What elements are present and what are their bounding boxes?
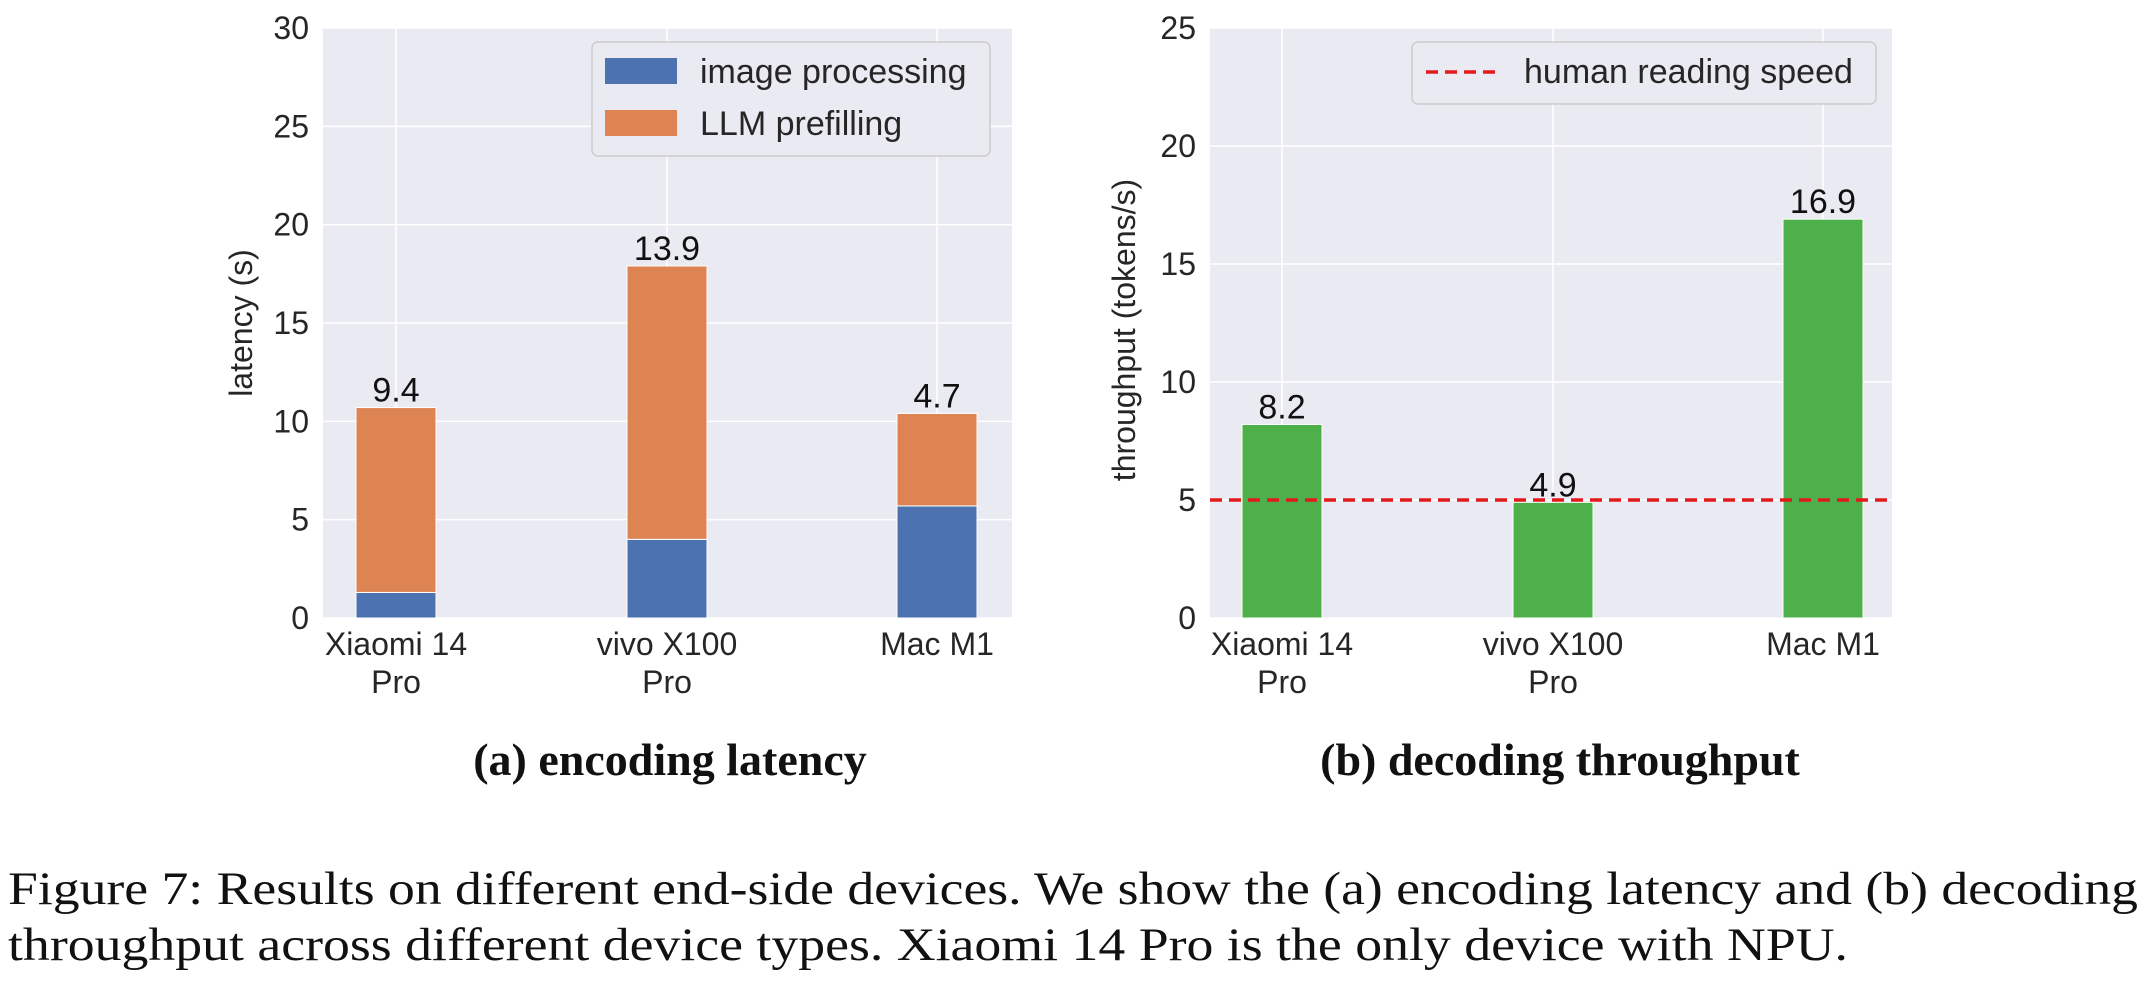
data-label: 13.9 (634, 230, 700, 268)
legend: human reading speed (1411, 41, 1877, 105)
data-label: 4.9 (1529, 466, 1576, 504)
bar-image-processing (896, 505, 978, 619)
bar-throughput (1782, 218, 1864, 619)
y-tick-label: 15 (1160, 246, 1196, 282)
y-axis-label: throughput (tokens/s) (1106, 179, 1142, 481)
y-tick-label: 0 (291, 600, 309, 636)
data-label: 4.7 (913, 377, 960, 415)
subtitle-decoding-throughput: (b) decoding throughput (1320, 734, 1800, 785)
x-tick-label: Xiaomi 14 Pro (1211, 626, 1353, 700)
figure-caption-line-1: Figure 7: Results on different end-side … (8, 863, 2138, 915)
y-tick-label: 15 (273, 305, 309, 341)
legend-box (591, 41, 991, 157)
x-tick-label: Mac M1 (1766, 626, 1880, 662)
legend-swatch (605, 58, 677, 84)
x-tick-label: Mac M1 (880, 626, 994, 662)
y-tick-label: 10 (1160, 364, 1196, 400)
legend: image processing LLM prefilling (591, 41, 991, 157)
x-tick-label: Xiaomi 14 Pro (325, 626, 467, 700)
encoding-latency-chart: 0 5 10 15 20 25 30 latency (s) Xiaomi 14 Pro vivo … (223, 10, 1012, 700)
data-label: 8.2 (1258, 388, 1305, 426)
legend-label: image processing (700, 53, 966, 91)
legend-box (1411, 41, 1877, 105)
legend-label: human reading speed (1524, 53, 1853, 91)
subtitle-encoding-latency: (a) encoding latency (473, 734, 867, 785)
bar-llm-prefilling (896, 412, 978, 507)
legend-swatch (605, 110, 677, 136)
decoding-throughput-chart: 0 5 10 15 20 25 throughput (tokens/s) Xiaomi 14… (1106, 10, 1892, 700)
figure-caption-line-2: throughput across different device types… (8, 919, 1848, 971)
bar-llm-prefilling (626, 265, 708, 540)
bar-llm-prefilling (355, 407, 437, 593)
y-tick-label: 20 (273, 207, 309, 243)
y-tick-label: 5 (1178, 482, 1196, 518)
y-tick-label: 5 (291, 502, 309, 538)
y-tick-label: 25 (273, 108, 309, 144)
bar-image-processing (626, 538, 708, 619)
y-tick-label: 20 (1160, 128, 1196, 164)
y-tick-label: 25 (1160, 10, 1196, 46)
y-axis-label: latency (s) (223, 249, 259, 397)
y-tick-label: 30 (273, 10, 309, 46)
x-tick-label: vivo X100 Pro (1483, 626, 1624, 700)
data-label: 16.9 (1790, 183, 1856, 221)
y-tick-label: 10 (273, 403, 309, 439)
bar-throughput (1241, 423, 1323, 619)
data-label: 9.4 (372, 372, 419, 410)
y-tick-label: 0 (1178, 600, 1196, 636)
legend-label: LLM prefilling (700, 105, 902, 143)
bar-image-processing (355, 591, 437, 619)
bar-throughput (1512, 501, 1594, 619)
x-tick-label: vivo X100 Pro (597, 626, 738, 700)
